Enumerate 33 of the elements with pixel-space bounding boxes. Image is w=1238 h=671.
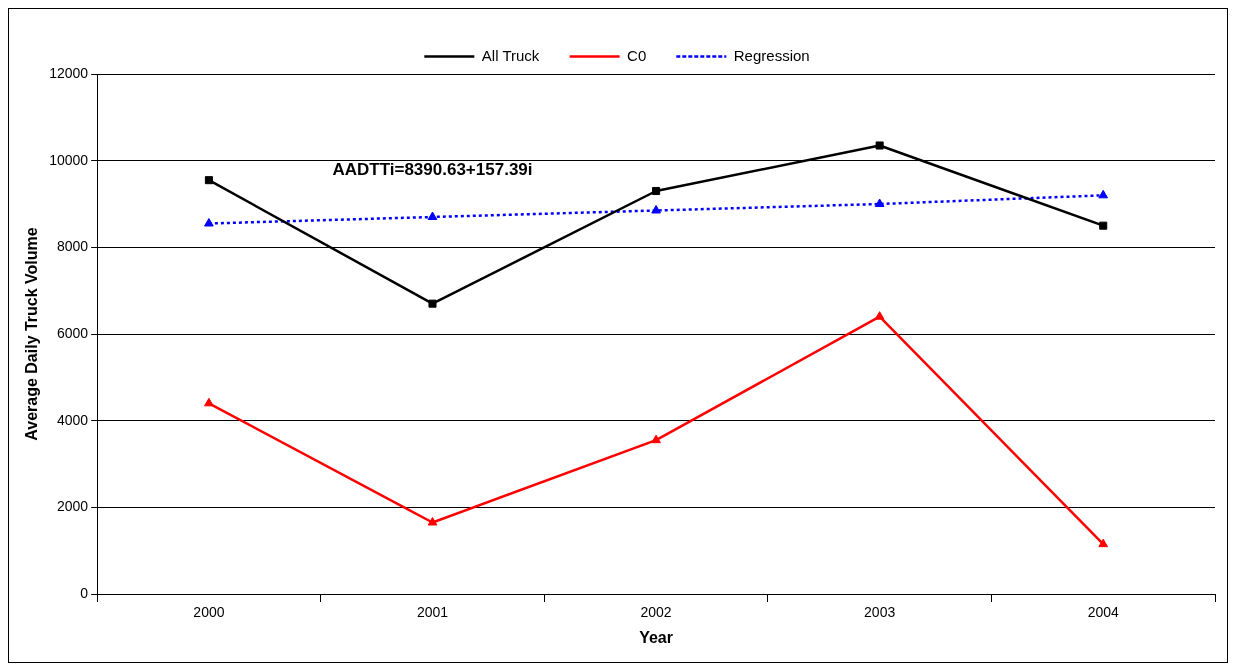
point (874, 198, 885, 207)
annotation: AADTTi=8390.63+157.39i (332, 159, 533, 179)
y-tick-label: 12000 (49, 64, 89, 81)
point (427, 211, 438, 220)
x-tick-label: 2001 (416, 604, 449, 621)
x-tick-label: 2004 (1087, 604, 1119, 621)
y-tick-label: 0 (80, 584, 89, 601)
x-tick-label: 2002 (640, 604, 672, 621)
y-axis-title: Average Daily Truck Volume (23, 227, 41, 441)
point (1099, 221, 1108, 230)
x-tick-label: 2000 (193, 604, 225, 621)
y-tick-label: 4000 (56, 411, 89, 428)
point (204, 176, 213, 185)
legend-label: C0 (627, 46, 647, 64)
point (428, 299, 437, 308)
legend-label: Regression (733, 46, 810, 64)
x-axis-title: Year (639, 628, 673, 646)
y-tick-label: 10000 (49, 151, 89, 168)
point (875, 141, 884, 150)
legend-label: All Truck (481, 46, 540, 64)
point (652, 186, 661, 196)
y-tick-label: 6000 (56, 324, 89, 341)
y-tick-label: 8000 (56, 238, 89, 255)
point (651, 434, 661, 444)
point (651, 205, 661, 214)
point (1098, 538, 1109, 548)
y-tick-label: 2000 (56, 498, 89, 515)
point (427, 517, 438, 526)
point (874, 311, 885, 320)
x-tick-label: 2003 (864, 604, 896, 621)
point (204, 218, 214, 227)
point (1098, 189, 1109, 199)
point (204, 397, 214, 407)
